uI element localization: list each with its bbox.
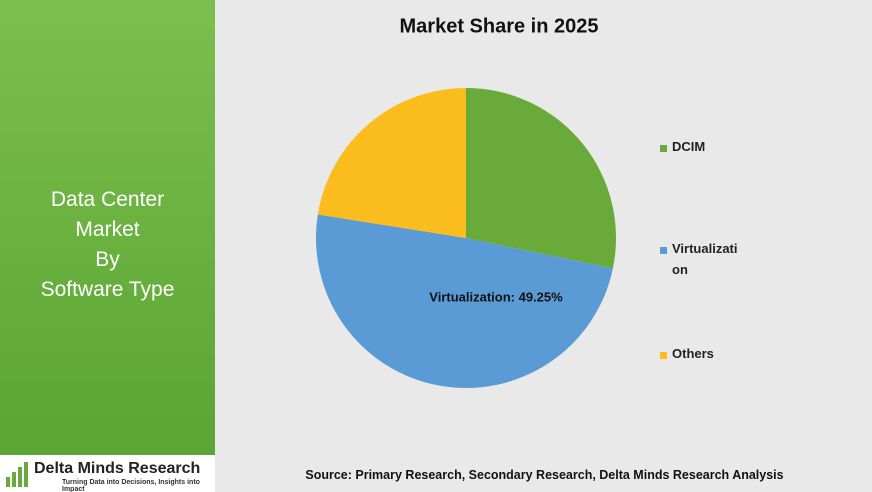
legend-item: Virtualization [660, 241, 750, 280]
panel-line: By [95, 248, 120, 271]
side-panel: Data Center Market By Software Type [0, 0, 215, 455]
logo-name: Delta Minds Research [34, 460, 201, 477]
data-label: Virtualization: 49.25% [429, 289, 563, 304]
legend-item: DCIM [660, 139, 750, 157]
legend-label: Others [672, 346, 714, 361]
panel-line: Software Type [40, 278, 175, 301]
panel-title: Data Center Market By Software Type [0, 185, 215, 305]
chart-title: Market Share in 2025 [400, 15, 599, 37]
legend-item: Others [660, 346, 750, 364]
logo: Delta Minds Research Turning Data into D… [0, 455, 215, 492]
legend-label: DCIM [672, 139, 706, 154]
logo-tagline: Turning Data into Decisions, Insights in… [62, 479, 200, 492]
pie-slice [466, 88, 616, 269]
legend-swatch [660, 247, 667, 254]
panel-line: Market [75, 218, 140, 241]
legend-swatch [660, 352, 667, 359]
chart: Market Share in 2025 Virtualization: 49.… [316, 15, 616, 388]
legend-label: Virtualization [672, 241, 738, 277]
legend-swatch [660, 145, 667, 152]
panel-line: Data Center [50, 188, 165, 211]
source: Source: Primary Research, Secondary Rese… [305, 468, 784, 482]
pie-slice [316, 214, 613, 388]
logo-icon [6, 462, 28, 487]
pie-slice [317, 88, 466, 238]
